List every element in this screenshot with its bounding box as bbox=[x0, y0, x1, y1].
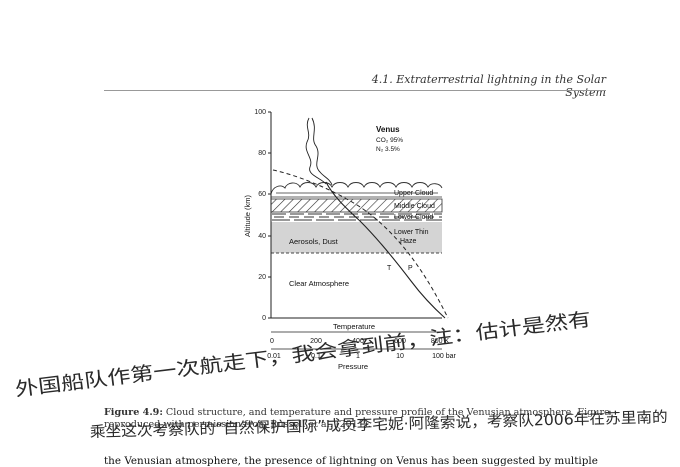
temp-tick-600: 600 bbox=[394, 338, 406, 345]
y-axis-ticks bbox=[268, 111, 271, 319]
handwritten-line-1: 外国船队作第一次航走下，我会拿到前，注：估计是然有 bbox=[14, 307, 592, 401]
clear-atmosphere-label: Clear Atmosphere bbox=[289, 279, 349, 288]
body-paragraph: the Venusian atmosphere, the presence of… bbox=[104, 455, 598, 467]
temperature-curve-t bbox=[325, 181, 446, 319]
pressure-curve-p bbox=[272, 169, 449, 319]
pressure-tick-0-01: 0.01 bbox=[267, 353, 281, 360]
running-head: 4.1. Extraterrestrial lightning in the S… bbox=[371, 73, 606, 99]
venus-atmosphere-figure: 0 20 40 60 80 100 Altitude (km) Venus CO… bbox=[243, 109, 457, 371]
temperature-axis-label: Temperature bbox=[333, 322, 375, 331]
pressure-tick-0-1: 0.1 bbox=[311, 353, 321, 360]
upper-cloud-label: Upper Cloud bbox=[394, 190, 433, 197]
temp-tick-0: 0 bbox=[270, 338, 274, 345]
y-axis-label: Altitude (km) bbox=[243, 194, 252, 237]
pressure-tick-1: 1 bbox=[356, 353, 360, 360]
y-tick-40: 40 bbox=[258, 233, 266, 240]
curve-label-t: T bbox=[387, 265, 392, 272]
haze-label-line2: Haze bbox=[400, 238, 416, 245]
y-tick-20: 20 bbox=[258, 274, 266, 281]
temp-tick-400: 400 bbox=[352, 338, 364, 345]
legend-co2: CO₂ 95% bbox=[376, 137, 403, 144]
middle-cloud-label: Middle Cloud bbox=[394, 203, 435, 210]
y-tick-80: 80 bbox=[258, 150, 266, 157]
lower-cloud-label: Lower Cloud bbox=[394, 214, 433, 221]
caption-label: Figure 4.9: bbox=[104, 407, 163, 418]
figure-caption: Figure 4.9: Cloud structure, and tempera… bbox=[104, 407, 614, 431]
y-tick-100: 100 bbox=[254, 109, 266, 116]
upper-cloud-band bbox=[270, 182, 443, 195]
temperature-profile-upper bbox=[305, 117, 333, 186]
lower-cloud-band bbox=[272, 213, 442, 221]
header-rule bbox=[104, 90, 606, 91]
temp-tick-800: 800 K bbox=[431, 338, 450, 345]
curve-label-p: P bbox=[408, 265, 413, 272]
legend-n2: N₂ 3.5% bbox=[376, 146, 400, 153]
handwritten-line-2: 乘坐这次考察队的“自然保护国际”成员李宅妮·阿隆索说，考察队2006年在苏里南的 bbox=[90, 408, 668, 441]
haze-band bbox=[271, 222, 442, 253]
pressure-tick-10: 10 bbox=[396, 353, 404, 360]
pressure-tick-100: 100 bar bbox=[432, 353, 456, 360]
y-tick-0: 0 bbox=[262, 315, 266, 322]
pressure-axis-label: Pressure bbox=[338, 362, 368, 371]
temp-tick-200: 200 bbox=[310, 338, 322, 345]
haze-label-line1: Lower Thin bbox=[394, 229, 429, 236]
aerosols-label: Aerosols, Dust bbox=[289, 237, 339, 246]
caption-text: Cloud structure, and temperature and pre… bbox=[104, 407, 610, 430]
legend-title: Venus bbox=[376, 125, 400, 134]
y-tick-60: 60 bbox=[258, 191, 266, 198]
